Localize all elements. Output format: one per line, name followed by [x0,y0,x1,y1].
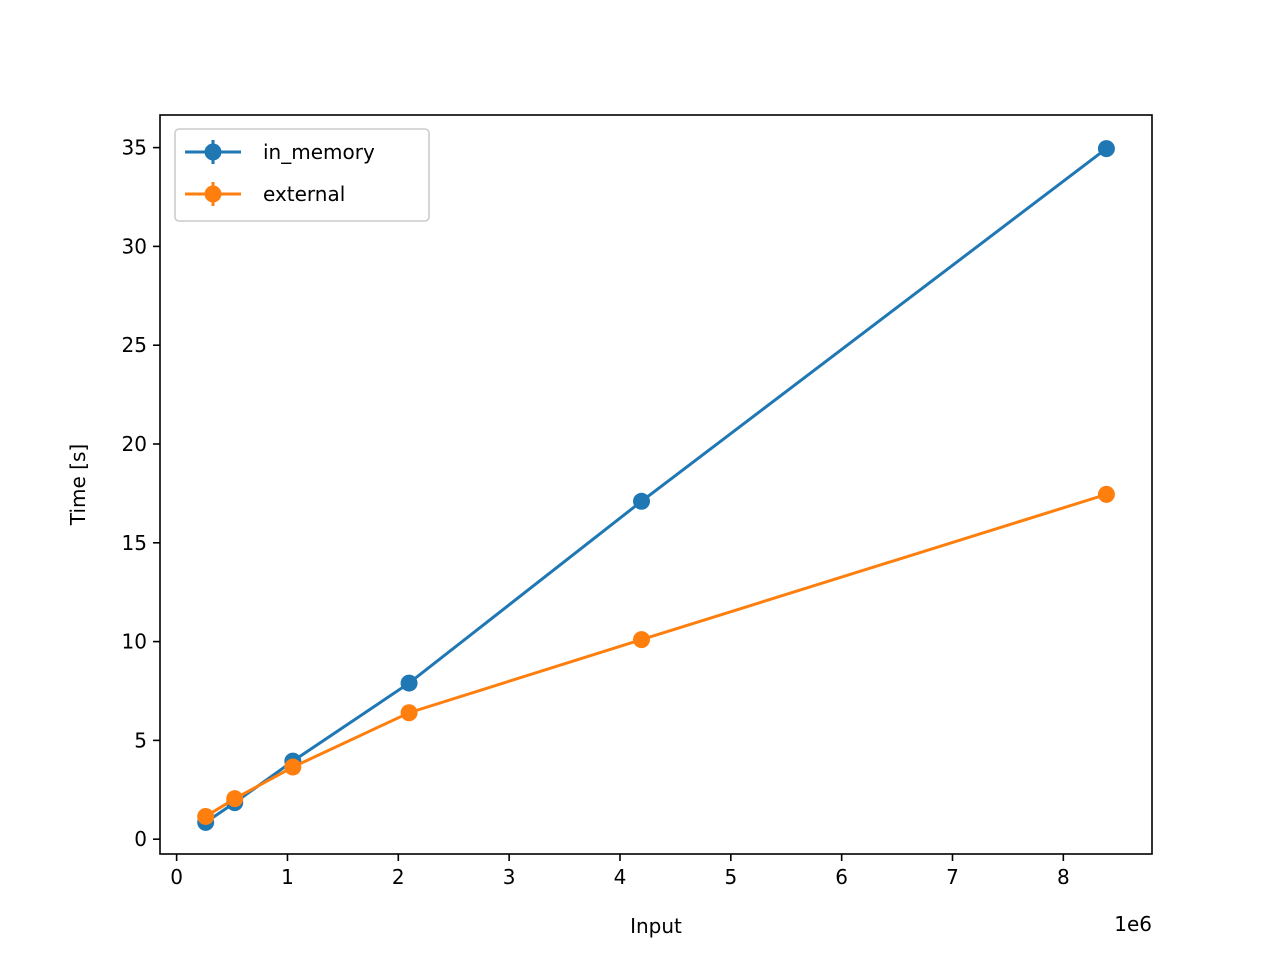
y-tick-label: 5 [134,728,147,752]
y-tick-label: 25 [122,333,147,357]
y-tick-label: 0 [134,827,147,851]
y-tick-label: 10 [122,630,147,654]
y-tick-label: 30 [122,234,147,258]
x-tick-label: 7 [946,865,959,889]
y-tick-label: 20 [122,432,147,456]
legend-label: external [263,182,345,206]
data-point [633,492,651,510]
legend-marker [204,143,222,161]
x-tick-label: 1 [281,865,294,889]
data-point [1097,485,1115,503]
plot-area [197,140,1115,831]
data-point [284,758,302,776]
x-axis-label: Input [630,914,682,938]
y-axis: 0 5 10 15 20 25 30 35 [122,136,160,851]
legend-entry-in_memory: in_memory [185,140,375,164]
legend: in_memory external [174,128,430,222]
data-point [1097,140,1115,158]
y-axis-label: Time [s] [66,444,90,526]
y-tick-label: 35 [122,136,147,160]
data-point [226,790,244,808]
x-tick-label: 5 [724,865,737,889]
x-axis-offset-label: 1e6 [1114,912,1152,936]
data-point [197,807,215,825]
x-tick-label: 6 [835,865,848,889]
y-tick-label: 15 [122,531,147,555]
x-tick-label: 8 [1057,865,1070,889]
x-tick-label: 2 [392,865,405,889]
x-tick-label: 4 [614,865,627,889]
legend-label: in_memory [263,140,375,164]
data-point [400,674,418,692]
x-axis: 0 1 2 3 4 5 6 7 8 [170,854,1070,889]
series-external [197,485,1115,825]
x-tick-label: 3 [503,865,516,889]
x-tick-label: 0 [170,865,183,889]
axes-frame [159,114,1153,855]
data-point [633,631,651,649]
data-point [400,704,418,722]
legend-entry-external: external [185,182,345,206]
legend-marker [204,185,222,203]
